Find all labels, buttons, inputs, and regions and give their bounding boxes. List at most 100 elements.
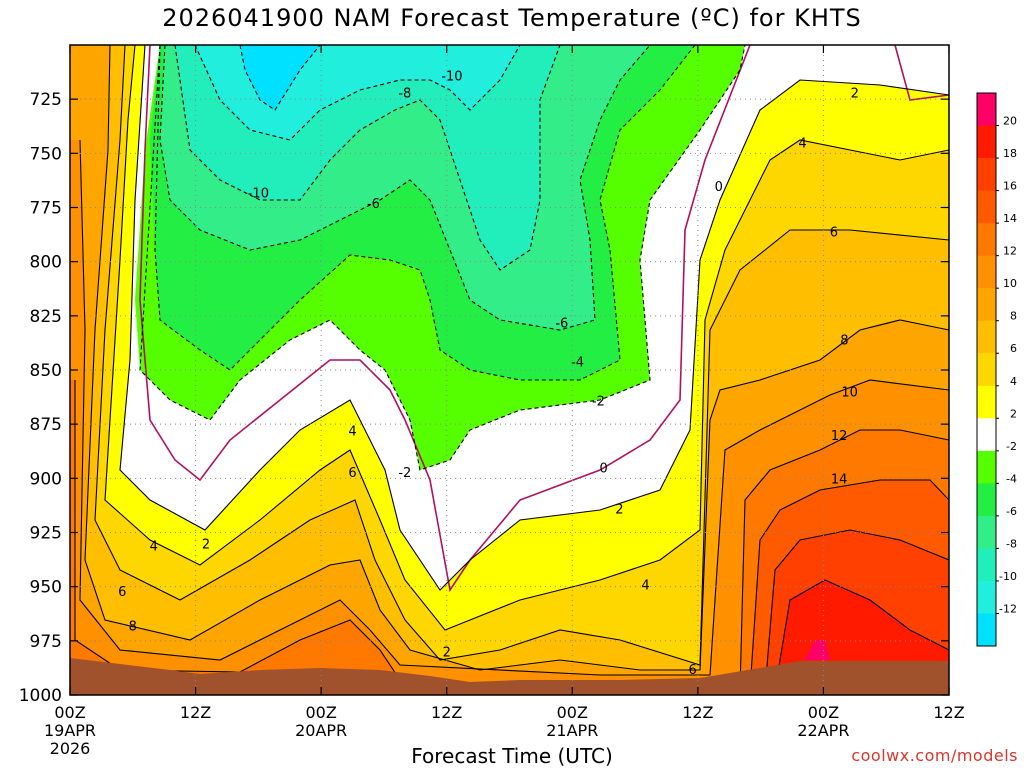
positive-contours: [74, 45, 949, 691]
colorbar-label: 18: [1003, 147, 1017, 160]
colorbar-swatch: [977, 548, 996, 582]
colorbar-label: -4: [1006, 472, 1017, 485]
contour-label: 12: [831, 429, 848, 444]
colorbar-swatch: [977, 580, 996, 614]
contour-label: 0: [715, 180, 723, 195]
contour-label: 2: [202, 537, 210, 552]
chart-title: 2026041900 NAM Forecast Temperature (ºC)…: [162, 4, 862, 32]
x-tick-date: 22APR: [797, 721, 849, 740]
band-below-12: [240, 45, 320, 110]
y-tick-label: 875: [30, 415, 62, 435]
contour-label: 2: [443, 646, 451, 661]
colorbar-swatch: [977, 450, 996, 484]
contour-label: 4: [798, 137, 806, 152]
colorbar: 20 18 16 14 12 10 8 6 4 2 -2 -4 -6 -8 -10 -12: [976, 92, 1017, 647]
contour-label: -4: [571, 355, 584, 370]
ground-surface: [70, 658, 949, 695]
x-tick-date: 20APR: [295, 721, 347, 740]
x-axis-title: Forecast Time (UTC): [411, 744, 613, 768]
contour-label: -6: [367, 197, 380, 212]
x-tick-label: 12Z: [933, 703, 964, 722]
negative-contours: [139, 45, 746, 471]
source-credit: coolwx.com/models: [851, 746, 1018, 765]
contour-label: -2: [398, 466, 411, 481]
contour-label: 4: [348, 425, 356, 440]
contour-label: 2: [851, 87, 859, 102]
colorbar-label: 6: [1010, 342, 1017, 355]
grid-lines: [70, 45, 949, 695]
colorbar-swatch: [977, 353, 996, 387]
y-tick-label: 850: [30, 361, 62, 381]
contour-label: 0: [600, 462, 608, 477]
contour-label: 2: [615, 503, 623, 518]
colorbar-label: 10: [1003, 277, 1017, 290]
contour-label: -2: [592, 394, 605, 409]
contour-label: 4: [150, 540, 158, 555]
colorbar-swatch: [977, 385, 996, 419]
x-tick-label: 12Z: [431, 703, 462, 722]
colorbar-swatch: [977, 483, 996, 517]
contour-label: 8: [840, 334, 848, 349]
colorbar-swatch: [977, 515, 996, 549]
contour-label: 10: [841, 386, 858, 401]
contour-label: 8: [129, 620, 137, 635]
colorbar-label: 14: [1003, 212, 1017, 225]
colorbar-label: -6: [1006, 505, 1017, 518]
colorbar-label: 16: [1003, 180, 1017, 193]
colorbar-swatch: [977, 190, 996, 224]
zero-isotherm: [139, 45, 949, 593]
y-tick-label: 975: [30, 632, 62, 652]
temperature-field: [70, 45, 949, 695]
x-tick-label: 00Z: [557, 703, 588, 722]
colorbar-swatch: [977, 158, 996, 192]
x-tick-label: 00Z: [54, 703, 85, 722]
colorbar-label: 12: [1003, 245, 1017, 258]
y-tick-label: 900: [30, 469, 62, 489]
contour-label: 6: [688, 663, 696, 678]
x-tick-year: 2026: [50, 739, 91, 758]
y-tick-label: 725: [30, 90, 62, 110]
colorbar-swatch: [977, 320, 996, 354]
axis-ticks: [69, 45, 950, 696]
colorbar-swatch: [977, 93, 996, 127]
colorbar-label: -2: [1006, 440, 1017, 453]
contour-label: -8: [398, 87, 411, 102]
colorbar-label: 4: [1010, 375, 1017, 388]
x-tick-date: 19APR: [44, 721, 96, 740]
colorbar-label: 20: [1003, 115, 1017, 128]
x-tick-label: 12Z: [180, 703, 211, 722]
contour-label: -10: [441, 69, 462, 84]
colorbar-label: -12: [999, 602, 1017, 615]
x-tick-date: 21APR: [546, 721, 598, 740]
colorbar-swatch: [977, 418, 996, 452]
y-tick-label: 925: [30, 524, 62, 544]
contour-label: -10: [248, 186, 269, 201]
contour-label: 6: [348, 466, 356, 481]
colorbar-swatch: [977, 288, 996, 322]
band-10to12: [70, 140, 949, 695]
colorbar-swatch: [977, 125, 996, 159]
colorbar-swatch: [977, 613, 996, 647]
colorbar-label: -8: [1006, 537, 1017, 550]
colorbar-swatch: [977, 255, 996, 289]
contour-label: -6: [555, 316, 568, 331]
y-tick-label: 1000: [19, 686, 62, 706]
contour-label: 4: [641, 579, 649, 594]
colorbar-label: 8: [1010, 310, 1017, 323]
colorbar-label: 2: [1010, 407, 1017, 420]
contour-label: 6: [118, 585, 126, 600]
y-tick-label: 775: [30, 199, 62, 219]
x-tick-label: 12Z: [682, 703, 713, 722]
colorbar-frame: [976, 92, 997, 647]
y-tick-label: 950: [30, 578, 62, 598]
y-tick-label: 750: [30, 144, 62, 164]
y-tick-label: 800: [30, 253, 62, 273]
colorbar-swatch: [977, 223, 996, 257]
contour-label: 6: [830, 225, 838, 240]
contour-label: 14: [831, 472, 848, 487]
y-tick-label: 825: [30, 307, 62, 327]
x-tick-label: 00Z: [305, 703, 336, 722]
